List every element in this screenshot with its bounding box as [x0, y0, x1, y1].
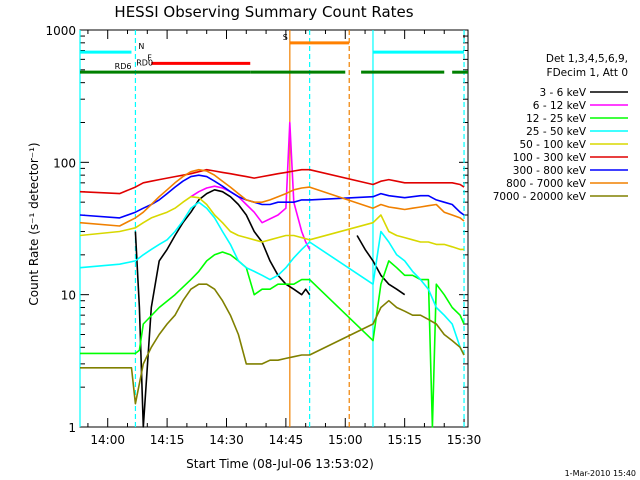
legend-label-7000-20000-kev: 7000 - 20000 keV: [493, 191, 587, 203]
legend-label-25-50-kev: 25 - 50 keV: [526, 126, 587, 138]
x-tick-label: 14:45: [269, 433, 304, 447]
y-axis-label: Count Rate (s⁻¹ detector⁻¹): [27, 142, 41, 305]
legend-label-800-7000-kev: 800 - 7000 keV: [506, 178, 587, 190]
series-line-7000-20000-kev: [80, 283, 465, 405]
series-line-25-50-kev: [79, 201, 465, 356]
legend-label-50-100-kev: 50 - 100 keV: [519, 139, 586, 151]
legend-label-300-800-kev: 300 - 800 keV: [513, 165, 587, 177]
legend-label-12-25-kev: 12 - 25 keV: [526, 113, 587, 125]
x-tick-label: 14:15: [150, 433, 185, 447]
x-tick-label: 15:15: [387, 433, 422, 447]
chart-title: HESSI Observing Summary Count Rates: [114, 3, 413, 21]
y-tick-label: 1000: [45, 24, 76, 38]
state-bar-label-n: N: [138, 42, 144, 51]
legend-label-100-300-kev: 100 - 300 keV: [513, 152, 587, 164]
y-tick-label: 10: [61, 289, 76, 303]
x-tick-label: 15:30: [447, 433, 482, 447]
plot-frame: [79, 29, 469, 428]
series-line-12-25-kev: [80, 251, 465, 428]
x-tick-label: 15:00: [328, 433, 363, 447]
series-line-800-7000-kev: [79, 168, 465, 227]
series-line-100-300-kev: [79, 168, 465, 195]
legend-header: Det 1,3,4,5,6,9, FDecim 1, Att 0: [546, 53, 628, 79]
legend-header-line-1: Det 1,3,4,5,6,9,: [546, 53, 628, 65]
series-line-50-100-kev: [79, 195, 464, 251]
footer-date: 1-Mar-2010 15:40: [565, 469, 636, 478]
y-tick-label: 1: [68, 421, 76, 435]
series-line-6-12-kev: [190, 121, 311, 250]
state-bar-label-rd6: RD6: [115, 62, 132, 71]
x-tick-label: 14:30: [209, 433, 244, 447]
state-bar-label-rd0: RD0: [136, 59, 153, 68]
x-axis-label: Start Time (08-Jul-06 13:53:02): [186, 457, 374, 471]
y-tick-label: 100: [53, 156, 76, 170]
plot-layer: 1 10 100 1000 14:00 14:15 14:30 14:45 15:00 15:15…: [45, 24, 481, 447]
state-bar-label-s: S: [283, 33, 288, 42]
legend-label-6-12-kev: 6 - 12 keV: [533, 100, 587, 112]
legend-label-3-6-kev: 3 - 6 keV: [539, 87, 586, 99]
legend-header-line-2: FDecim 1, Att 0: [547, 67, 628, 79]
state-bar-label-f: F: [147, 53, 152, 62]
x-tick-label: 14:00: [90, 433, 125, 447]
series-line-300-800-kev: [79, 174, 465, 219]
